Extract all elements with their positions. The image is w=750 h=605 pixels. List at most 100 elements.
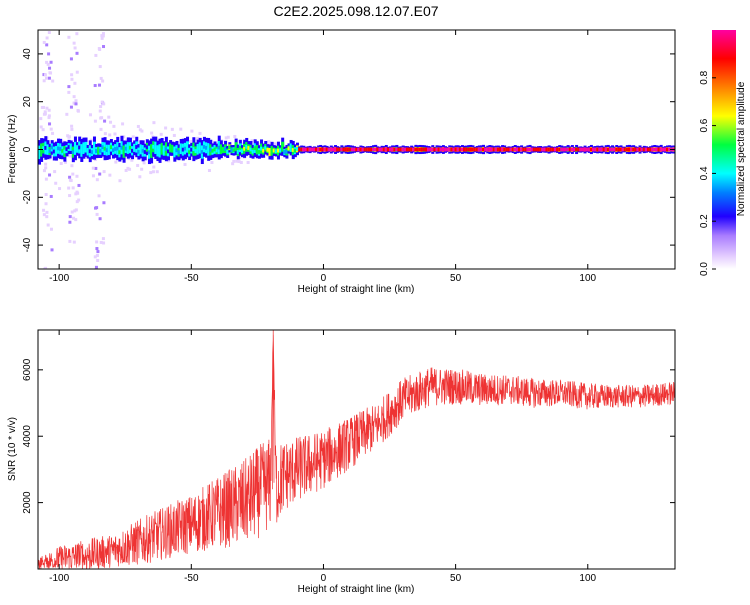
spectrogram-panel: -100 -50 0 50 100 -40 -20 0 20 40 Height of stra… (7, 29, 676, 295)
heatmap-band-core (207, 147, 211, 152)
heatmap-band-core (556, 147, 560, 152)
heatmap-noise-cell (152, 165, 156, 169)
heatmap-band-core (522, 147, 526, 152)
snr-x-tick-label: 0 (321, 573, 327, 584)
heatmap-noise-cell (112, 124, 116, 128)
heatmap-band-core (306, 147, 310, 152)
heatmap-band-core (247, 146, 251, 150)
heatmap-band-core (551, 147, 555, 152)
heatmap-band-core (319, 147, 323, 152)
heatmap-noise-cell (69, 57, 73, 61)
spectrogram-y-axis-label: Frequency (Hz) (7, 115, 18, 184)
heatmap-noise-cell (43, 110, 47, 114)
heatmap-band-core (452, 147, 456, 152)
heatmap-noise-cell (51, 131, 55, 135)
heatmap-noise-cell (44, 177, 48, 181)
heatmap-noise-cell (44, 193, 48, 197)
heatmap-band-core (224, 146, 228, 151)
heatmap-band-core (661, 147, 665, 152)
heatmap-band-core (76, 147, 80, 151)
heatmap-band-core (467, 147, 471, 152)
heatmap-noise-cell (140, 167, 144, 171)
heatmap-noise-cell (48, 173, 52, 177)
heatmap-band-core (192, 147, 196, 152)
heatmap-band-core (458, 147, 462, 152)
heatmap-band-core (162, 148, 166, 153)
heatmap-noise-cell (67, 85, 71, 89)
heatmap-band-core (558, 147, 562, 152)
heatmap-band-core (636, 147, 640, 152)
heatmap-noise-cell (207, 168, 211, 172)
heatmap-band-core (139, 147, 143, 152)
heatmap-band-core (236, 150, 240, 154)
heatmap-noise-cell (74, 102, 78, 106)
heatmap-band-core (173, 149, 177, 154)
heatmap-noise-cell (189, 140, 193, 144)
heatmap-noise-cell (70, 210, 74, 214)
heatmap-band-core (101, 145, 105, 150)
heatmap-band-core (82, 146, 86, 151)
heatmap-band-core (414, 147, 418, 152)
heatmap-noise-cell (172, 133, 176, 137)
heatmap-noise-cell (70, 127, 74, 131)
heatmap-band-core (65, 147, 69, 152)
heatmap-noise-cell (114, 160, 118, 164)
heatmap-noise-cell (75, 174, 79, 178)
heatmap-band-core (213, 147, 217, 152)
heatmap-band-core (268, 150, 272, 154)
heatmap-noise-cell (93, 84, 97, 88)
heatmap-band-core (492, 147, 496, 152)
heatmap-band-core (549, 147, 553, 152)
heatmap-noise-cell (102, 201, 106, 205)
heatmap-band-core (262, 148, 266, 153)
heatmap-noise-cell (124, 168, 128, 172)
heatmap-band-core (575, 147, 579, 152)
heatmap-band-core (147, 150, 151, 155)
heatmap-noise-cell (159, 132, 163, 136)
heatmap-noise-cell (44, 76, 48, 80)
heatmap-band-core (372, 147, 376, 152)
heatmap-band-core (410, 147, 414, 152)
heatmap-band-core (38, 150, 41, 155)
heatmap-band-core (583, 147, 587, 152)
heatmap-noise-cell (74, 208, 78, 212)
heatmap-band-core (194, 149, 198, 153)
heatmap-band-core (279, 148, 283, 153)
heatmap-band-core (154, 145, 158, 150)
snr-x-axis-label: Height of straight line (km) (298, 584, 415, 595)
heatmap-band-core (304, 147, 308, 152)
heatmap-band-core (118, 150, 122, 155)
heatmap-noise-cell (74, 99, 78, 103)
heatmap-band-core (471, 147, 475, 152)
colorbar-tick-label: 0.8 (699, 70, 710, 84)
heatmap-noise-cell (88, 113, 92, 117)
snr-frame (37, 329, 676, 570)
heatmap-band-core (416, 147, 420, 152)
heatmap-band-core (257, 150, 261, 154)
heatmap-band-core (44, 146, 48, 150)
heatmap-noise-cell (70, 77, 74, 81)
heatmap-band-core (621, 147, 625, 152)
heatmap-noise-cell (94, 166, 98, 170)
heatmap-band-core (84, 145, 88, 150)
colorbar-tick-label: 0.6 (699, 118, 710, 132)
heatmap-noise-cell (95, 212, 99, 216)
heatmap-band-core (403, 147, 407, 152)
heatmap-band-core (295, 146, 299, 151)
heatmap-band-core (183, 146, 187, 151)
heatmap-band-core (594, 147, 598, 152)
heatmap-band-core (619, 147, 623, 152)
heatmap-noise-cell (99, 76, 103, 80)
heatmap-band-core (475, 147, 479, 152)
heatmap-noise-cell (224, 136, 228, 140)
heatmap-band-core (107, 147, 111, 152)
heatmap-band-core (52, 149, 56, 154)
heatmap-band-core (141, 148, 145, 153)
heatmap-band-core (566, 147, 570, 152)
heatmap-band-core (541, 147, 545, 152)
heatmap-noise-cell (95, 178, 99, 182)
heatmap-noise-cell (170, 127, 174, 131)
heatmap-noise-cell (136, 124, 140, 128)
heatmap-noise-cell (235, 159, 239, 163)
heatmap-noise-cell (75, 51, 79, 55)
